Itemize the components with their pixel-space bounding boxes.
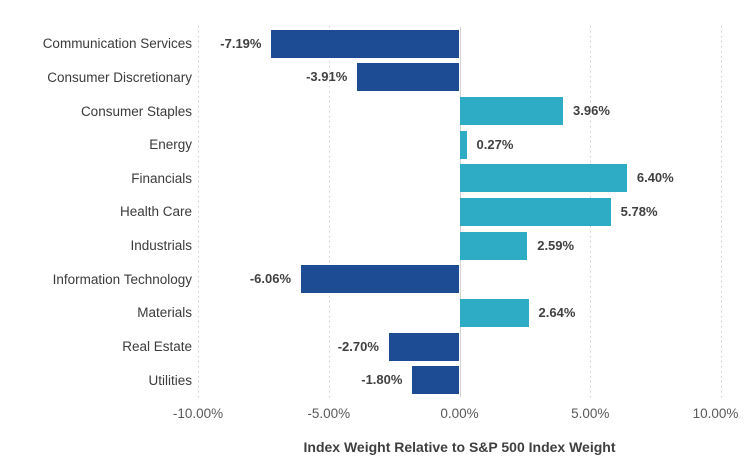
x-axis-ticks: -10.00% -5.00% 0.00% 5.00% 10.00% [173,406,739,424]
category-label: Materials [137,305,192,321]
bar [271,29,460,58]
x-tick-label: 10.00% [692,406,739,421]
bar-value-label: 0.27% [476,136,514,152]
bar-value-label: -6.06% [249,271,292,287]
category-label: Financials [131,170,192,186]
category-label: Real Estate [122,339,192,355]
plot-area: -7.19% -3.91% 3.96% 0.27% 6.40% 5.78% 2.59% -6.… [198,26,722,400]
bar-value-label: 6.40% [636,170,674,186]
bar [459,164,627,193]
category-label: Health Care [119,204,192,220]
bar-value-label: -7.19% [220,35,262,51]
bar [388,332,460,361]
bar [459,198,611,226]
bar [459,231,528,260]
category-label: Utilities [148,372,192,388]
x-gridline [198,26,199,400]
category-label: Consumer Discretionary [47,69,192,85]
category-label: Consumer Staples [80,103,192,119]
x-tick-label: -10.00% [172,406,224,421]
x-gridline [721,26,722,400]
x-tick-label: 5.00% [571,406,610,421]
bar [301,265,460,294]
bar-value-label: -2.70% [337,338,379,354]
bar [459,130,467,159]
x-tick-label: -5.00% [307,406,351,421]
bar [412,366,460,395]
bar [357,63,460,92]
x-gridline [328,26,330,400]
bar-value-label: 3.96% [573,103,610,119]
category-label: Industrials [130,238,192,254]
x-tick-label: 0.00% [440,406,479,421]
category-label: Energy [149,137,192,153]
bar-value-label: 2.59% [537,237,575,253]
bar-value-label: -3.91% [306,69,348,85]
bar [459,97,564,126]
category-axis: Communication Services Consumer Discretio… [0,27,192,397]
bar-value-label: -1.80% [361,372,403,388]
bar-value-label: 5.78% [620,204,658,219]
category-label: Communication Services [42,36,192,52]
bar-value-label: 2.64% [538,304,576,320]
x-axis-title: Index Weight Relative to S&P 500 Index W… [303,439,616,455]
bar [459,298,529,327]
category-label: Information Technology [52,271,192,287]
